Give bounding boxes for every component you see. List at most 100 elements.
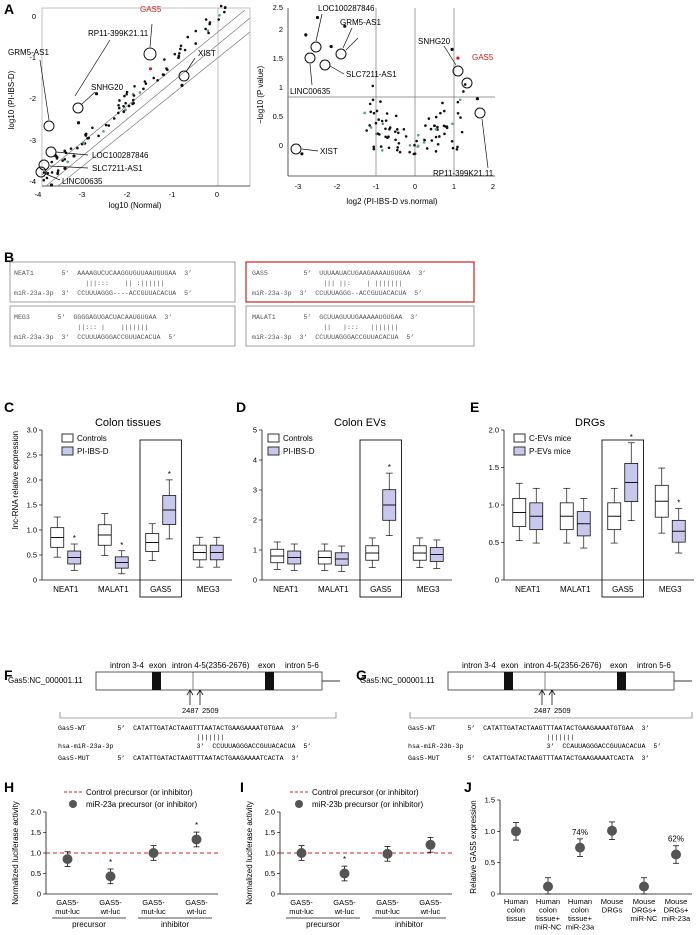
panel-label-b: B: [4, 249, 14, 265]
seq-box: [245, 305, 475, 347]
y-tick-label: 4: [253, 456, 257, 465]
data-point: [415, 139, 418, 143]
scatter-xlabel: log10 (Normal): [109, 201, 162, 210]
y-tick-label: 1.5: [489, 463, 499, 472]
legend-h: Control precursor (or inhibitor) miR-23a…: [64, 788, 197, 809]
category-label: GAS5-: [419, 898, 442, 907]
group-label: precursor: [72, 920, 106, 929]
data-point: [371, 98, 375, 102]
y-tick: 2.5: [273, 3, 283, 12]
data-point: [404, 135, 408, 138]
annot-loc: LOC100287846: [92, 151, 149, 160]
legend-swatch-control: [513, 433, 526, 443]
percent-label: 62%: [668, 835, 684, 844]
y-tick-label: 1: [253, 546, 257, 555]
data-point: [379, 145, 383, 148]
category-label: wt-luc: [334, 907, 355, 916]
category-label: miR-23a: [566, 923, 595, 932]
segment-label: exon: [610, 661, 627, 670]
annot-gas5: GAS5: [140, 5, 162, 14]
arrow: [443, 45, 457, 66]
data-point: [439, 111, 442, 115]
data-point: [639, 881, 649, 892]
x-tick: -3: [79, 190, 86, 199]
circle-gas5: [143, 47, 157, 61]
data-point: [363, 111, 366, 115]
segment-label: exon: [258, 661, 275, 670]
highlight-box: [359, 439, 402, 598]
vannot-xist: XIST: [320, 147, 338, 156]
data-point: [671, 849, 681, 860]
arrow: [309, 63, 313, 86]
scatter-ylabel: log10 (PI-IBS-D): [7, 70, 16, 129]
panel-label-c: C: [4, 399, 14, 415]
data-point: [387, 135, 390, 139]
data-point: [462, 90, 465, 93]
data-point: [206, 29, 210, 32]
diagonal-upper: [41, 9, 246, 176]
y-axis-label: Normalized luciferase activity: [245, 801, 254, 905]
data-point: [207, 31, 210, 35]
vannot-slc: SLC7211-AS1: [346, 70, 397, 79]
seq-pair: |||::: || :||||||: [14, 280, 164, 287]
arrow: [481, 118, 489, 169]
data-point: [375, 109, 379, 113]
category-label: GAS5-: [142, 898, 165, 907]
data-point: [396, 148, 399, 152]
category-label: GAS5-: [56, 898, 79, 907]
category-label: mut-luc: [141, 907, 166, 916]
data-point: [402, 128, 406, 131]
vannot-snhg20: SNHG20: [418, 37, 451, 46]
data-point: [186, 35, 190, 39]
data-point: [118, 99, 121, 102]
data-point: [387, 146, 391, 150]
highlight-box: [601, 439, 644, 598]
data-point: [394, 114, 398, 118]
seq-pair: |||||||: [58, 734, 224, 741]
data-point: [117, 106, 121, 110]
segment-label: intron 3-4: [110, 661, 144, 670]
y-tick-label: 1.5: [31, 828, 41, 837]
seq-mut: Gas5-MUT 5’ CATATTGATACTAAGTTTAATACTGAAG…: [408, 755, 649, 762]
seq-pair: ||| ||: | |||||||: [252, 280, 402, 287]
data-point: [371, 84, 375, 88]
category-label: Human: [504, 897, 528, 906]
data-point: [56, 169, 60, 172]
category-label: GAS5-: [290, 898, 313, 907]
data-point: [397, 131, 400, 135]
data-point: [156, 79, 159, 82]
y-tick-label: 0: [37, 890, 41, 899]
legend-label: miR-23a precursor (or inhibitor): [86, 800, 197, 809]
data-point: [368, 124, 371, 127]
highlight-box: [139, 439, 182, 598]
category-label: NEAT1: [515, 585, 541, 594]
labeled-point: [49, 183, 54, 187]
panel-label-i: I: [240, 779, 244, 795]
vannot-rp11: RP11-399K21.11: [433, 169, 494, 178]
category-label: Human: [568, 897, 592, 906]
data-point: [385, 112, 389, 115]
seq-pair: || |::: |||||||: [252, 324, 398, 331]
data-point: [393, 130, 397, 133]
legend-swatch-control: [267, 433, 280, 443]
volcano-dots: [300, 15, 479, 156]
data-point: [161, 73, 165, 76]
panel-label-a: A: [4, 1, 14, 17]
y-tick-label: 1.0: [31, 849, 41, 858]
data-point: [450, 140, 454, 143]
category-label: wt-luc: [186, 907, 207, 916]
category-label: MEG3: [417, 585, 440, 594]
data-point: [433, 124, 436, 127]
labeled-point: [76, 121, 81, 125]
x-tick: -4: [35, 190, 42, 199]
category-label: mut-luc: [55, 907, 80, 916]
category-label: DRGs: [602, 906, 623, 915]
labeled-point: [315, 15, 320, 20]
category-label: colon: [507, 906, 525, 915]
seq-box: [9, 261, 236, 303]
legend-label: C-EVs mice: [529, 434, 572, 443]
data-point: [423, 138, 426, 142]
category-label: DRGs+: [632, 906, 657, 915]
category-label: MALAT1: [318, 585, 349, 594]
segment-label: intron 4-5(2356-2676): [172, 661, 250, 670]
